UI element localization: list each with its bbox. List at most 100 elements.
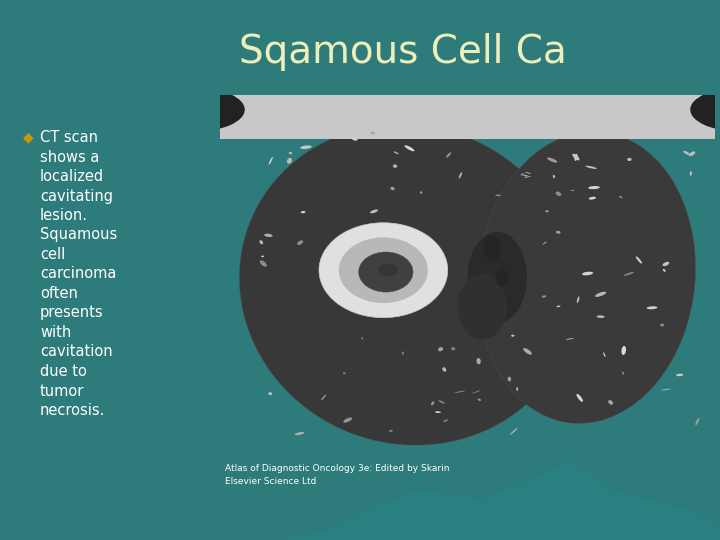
Ellipse shape	[585, 166, 597, 169]
Circle shape	[339, 238, 428, 303]
Text: with: with	[40, 325, 71, 340]
Ellipse shape	[442, 367, 446, 372]
Ellipse shape	[261, 255, 264, 257]
Ellipse shape	[239, 124, 577, 445]
Ellipse shape	[301, 211, 305, 213]
Ellipse shape	[451, 347, 455, 350]
Ellipse shape	[446, 152, 451, 158]
Ellipse shape	[608, 400, 613, 404]
Ellipse shape	[477, 399, 481, 401]
Text: ◆: ◆	[23, 130, 33, 144]
Ellipse shape	[662, 262, 670, 266]
Ellipse shape	[343, 372, 346, 374]
Text: CT scan: CT scan	[40, 130, 98, 145]
Ellipse shape	[663, 269, 666, 272]
Text: often: often	[40, 286, 78, 301]
Ellipse shape	[636, 256, 642, 264]
Ellipse shape	[394, 151, 399, 154]
Ellipse shape	[595, 292, 606, 297]
Ellipse shape	[557, 306, 560, 307]
Ellipse shape	[458, 274, 507, 340]
Ellipse shape	[589, 197, 596, 200]
Text: cavitating: cavitating	[40, 188, 113, 204]
Ellipse shape	[556, 231, 561, 234]
Ellipse shape	[405, 145, 415, 151]
Ellipse shape	[553, 175, 555, 178]
Ellipse shape	[541, 295, 546, 298]
Ellipse shape	[522, 175, 531, 177]
Ellipse shape	[420, 191, 422, 193]
Ellipse shape	[431, 401, 434, 406]
Text: localized: localized	[40, 169, 104, 184]
Ellipse shape	[696, 418, 699, 426]
Ellipse shape	[477, 358, 481, 365]
Ellipse shape	[516, 387, 518, 391]
Ellipse shape	[575, 154, 577, 161]
Circle shape	[359, 252, 413, 292]
Text: carcinoma: carcinoma	[40, 267, 117, 281]
Ellipse shape	[370, 132, 375, 134]
Ellipse shape	[523, 348, 532, 355]
Ellipse shape	[370, 210, 378, 213]
Ellipse shape	[264, 234, 273, 237]
Ellipse shape	[690, 171, 692, 176]
Text: Atlas of Diagnostic Oncology 3e: Edited by Skarin: Atlas of Diagnostic Oncology 3e: Edited …	[225, 464, 449, 473]
Text: lesion.: lesion.	[40, 208, 88, 223]
Ellipse shape	[596, 315, 605, 318]
Ellipse shape	[647, 306, 657, 309]
Ellipse shape	[619, 196, 623, 198]
Ellipse shape	[343, 417, 352, 423]
Bar	[195, 66, 720, 139]
Ellipse shape	[472, 390, 481, 394]
Ellipse shape	[259, 240, 263, 245]
Ellipse shape	[260, 260, 267, 267]
Ellipse shape	[621, 346, 626, 355]
Ellipse shape	[393, 164, 397, 168]
Ellipse shape	[570, 190, 575, 191]
Ellipse shape	[484, 235, 501, 261]
Ellipse shape	[577, 394, 583, 402]
Ellipse shape	[477, 132, 696, 423]
Ellipse shape	[351, 136, 358, 141]
Ellipse shape	[508, 377, 511, 381]
Ellipse shape	[287, 158, 292, 164]
Ellipse shape	[556, 192, 562, 196]
Ellipse shape	[627, 158, 631, 161]
Text: Squamous: Squamous	[40, 227, 117, 242]
Text: due to: due to	[40, 364, 87, 379]
Ellipse shape	[547, 158, 557, 163]
Text: necrosis.: necrosis.	[40, 403, 105, 418]
Ellipse shape	[521, 173, 525, 176]
Ellipse shape	[390, 187, 395, 190]
Ellipse shape	[543, 241, 546, 245]
Text: Elsevier Science Ltd: Elsevier Science Ltd	[225, 477, 316, 486]
Ellipse shape	[145, 87, 245, 132]
Ellipse shape	[438, 347, 443, 352]
Ellipse shape	[389, 430, 393, 432]
Text: shows a: shows a	[40, 150, 99, 165]
Text: cell: cell	[40, 247, 66, 262]
Ellipse shape	[690, 87, 720, 132]
Ellipse shape	[524, 177, 528, 178]
Ellipse shape	[588, 186, 600, 189]
Ellipse shape	[379, 264, 398, 276]
Ellipse shape	[660, 323, 664, 327]
Ellipse shape	[603, 352, 606, 357]
Ellipse shape	[624, 272, 634, 276]
Ellipse shape	[321, 394, 326, 401]
Ellipse shape	[676, 374, 683, 376]
Text: Sqamous Cell Ca: Sqamous Cell Ca	[239, 33, 567, 71]
Ellipse shape	[572, 154, 580, 160]
Text: presents: presents	[40, 306, 104, 321]
Ellipse shape	[526, 172, 531, 174]
Ellipse shape	[582, 272, 593, 275]
Ellipse shape	[435, 411, 441, 413]
Ellipse shape	[496, 268, 508, 287]
Ellipse shape	[361, 337, 363, 340]
Ellipse shape	[444, 420, 448, 422]
Ellipse shape	[577, 296, 580, 303]
Ellipse shape	[269, 157, 273, 165]
Ellipse shape	[510, 428, 518, 435]
Circle shape	[319, 223, 448, 318]
Text: cavitation: cavitation	[40, 345, 112, 360]
